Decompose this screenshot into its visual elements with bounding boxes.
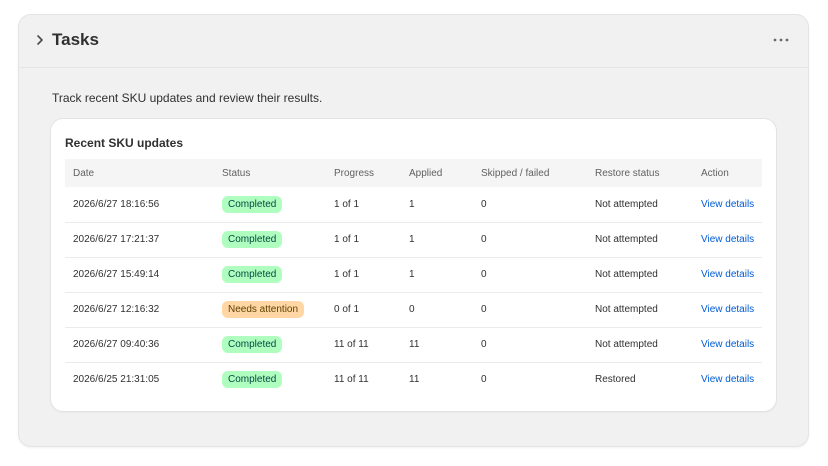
view-details-link[interactable]: View details [701,304,755,315]
progress-cell: 11 of 11 [334,339,369,350]
restore-status-cell: Not attempted [595,304,658,315]
chevron-right-icon[interactable] [33,33,47,47]
sku-updates-table: Date Status Progress Applied Skipped / faile… [65,159,762,397]
table-row: 2026/6/27 09:40:36 Completed 11 of 11 11 0 No… [65,327,762,362]
panel-description: Track recent SKU updates and review thei… [52,91,323,105]
action-cell: View details [693,187,762,222]
status-badge: Completed [222,231,283,248]
tasks-panel: Tasks Track recent SKU updates and revie… [19,15,808,446]
applied-cell: 11 [409,374,420,386]
progress-cell: 1 of 1 [334,269,360,280]
date-cell: 2026/6/27 12:16:32 [73,304,160,315]
status-badge: Completed [222,371,283,389]
status-cell: Completed [214,327,326,362]
page-title: Tasks [52,30,99,49]
column-header: Progress [334,167,375,179]
status-cell: Completed [214,362,326,397]
progress-cell: 1 of 1 [334,198,360,210]
column-header: Action [701,167,729,179]
restore-status-cell: Restored [595,374,636,386]
applied-cell: 1 [409,234,415,245]
view-details-link[interactable]: View details [701,374,755,386]
status-cell: Completed [214,257,326,292]
table-row: 2026/6/27 17:21:37 Completed 1 of 1 1 0 Not a… [65,222,762,257]
table-row: 2026/6/27 12:16:32 Needs attention 0 of 1 0… [65,292,762,327]
applied-cell: 1 [409,269,415,280]
panel-header: Tasks [19,15,808,68]
view-details-link[interactable]: View details [701,198,755,210]
status-badge: Completed [222,195,283,213]
skipped-failed-cell: 0 [481,234,487,245]
column-header: Date [73,167,95,179]
column-header: Skipped / failed [481,167,550,179]
action-cell: View details [693,327,762,362]
status-cell: Completed [214,222,326,257]
date-cell: 2026/6/27 18:16:56 [73,198,160,210]
column-header: Status [222,167,251,179]
progress-cell: 11 of 11 [334,374,369,386]
action-cell: View details [693,222,762,257]
applied-cell: 11 [409,339,420,350]
status-badge: Completed [222,336,283,353]
progress-cell: 0 of 1 [334,304,360,315]
action-cell: View details [693,362,762,397]
applied-cell: 0 [409,304,415,315]
restore-status-cell: Not attempted [595,339,658,350]
skipped-failed-cell: 0 [481,198,487,210]
status-badge: Completed [222,266,283,283]
progress-cell: 1 of 1 [334,234,360,245]
skipped-failed-cell: 0 [481,374,487,386]
view-details-link[interactable]: View details [701,234,755,245]
column-header: Restore status [595,167,660,179]
skipped-failed-cell: 0 [481,304,487,315]
status-cell: Completed [214,187,326,222]
skipped-failed-cell: 0 [481,269,487,280]
view-details-link[interactable]: View details [701,269,755,280]
view-details-link[interactable]: View details [701,339,755,350]
table-row: 2026/6/27 15:49:14 Completed 1 of 1 1 0 Not a… [65,257,762,292]
date-cell: 2026/6/27 09:40:36 [73,339,160,350]
table-row: 2026/6/25 21:31:05 Completed 11 of 11 11 0 Re… [65,362,762,397]
date-cell: 2026/6/27 15:49:14 [73,269,160,280]
action-cell: View details [693,257,762,292]
more-horizontal-icon[interactable] [770,32,792,48]
status-cell: Needs attention [214,292,326,327]
restore-status-cell: Not attempted [595,198,658,210]
table-row: 2026/6/27 18:16:56 Completed 1 of 1 1 0 Not a… [65,187,762,222]
restore-status-cell: Not attempted [595,234,658,245]
table-header-row: Date Status Progress Applied Skipped / faile… [65,159,762,187]
card-title: Recent SKU updates [65,136,184,150]
restore-status-cell: Not attempted [595,269,658,280]
action-cell: View details [693,292,762,327]
date-cell: 2026/6/27 17:21:37 [73,234,160,245]
column-header: Applied [409,167,443,179]
date-cell: 2026/6/25 21:31:05 [73,374,160,386]
status-badge: Needs attention [222,301,305,318]
recent-sku-updates-card: Recent SKU updates Date Status Progress App… [51,119,776,411]
applied-cell: 1 [409,198,415,210]
skipped-failed-cell: 0 [481,339,487,350]
